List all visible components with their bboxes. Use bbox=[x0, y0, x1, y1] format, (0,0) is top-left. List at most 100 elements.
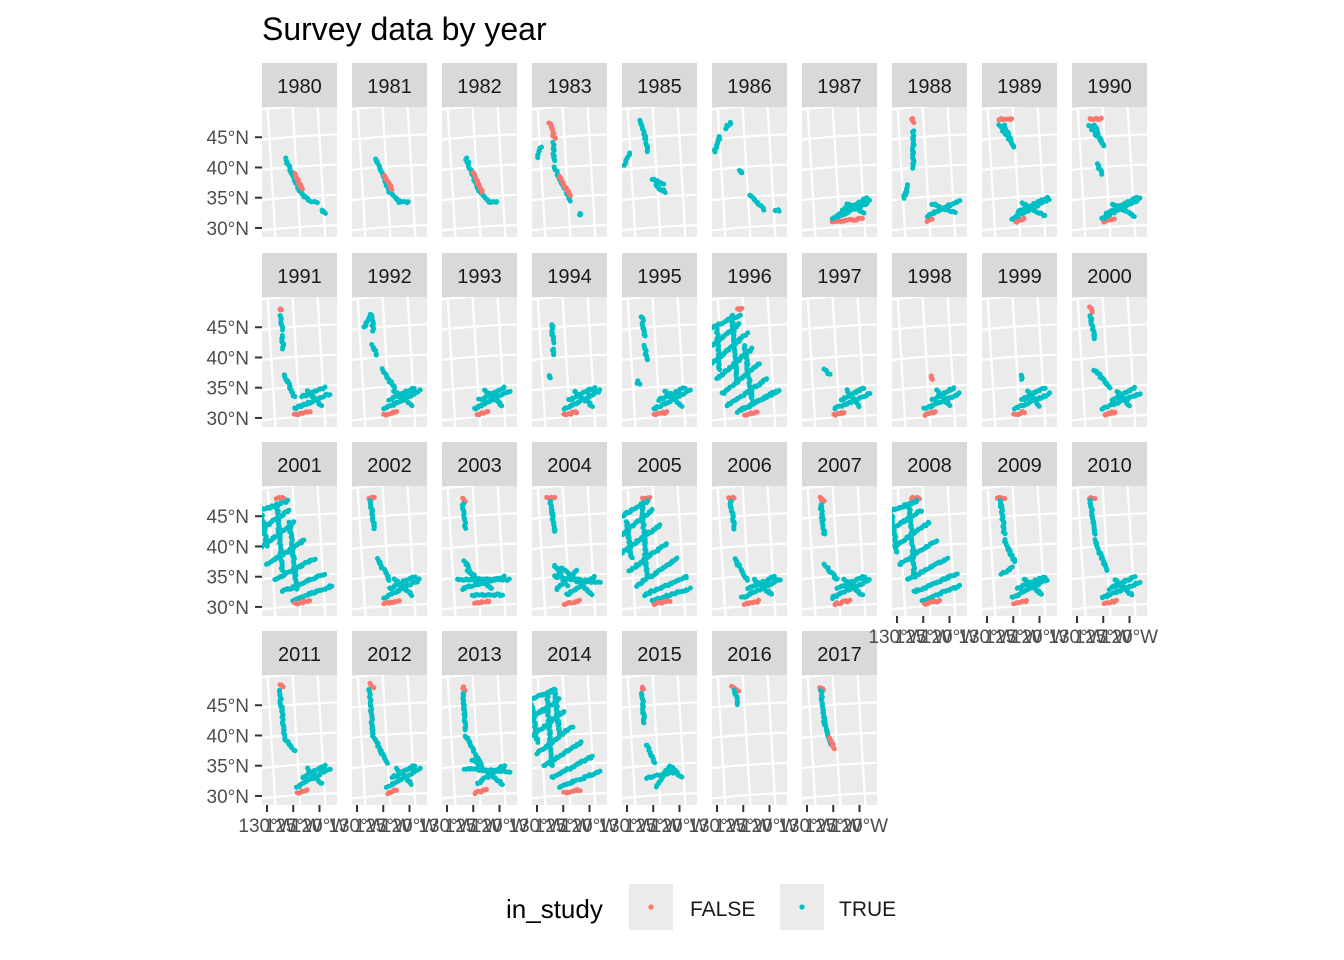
survey-point bbox=[739, 170, 745, 176]
facet-strip bbox=[262, 631, 337, 675]
survey-point bbox=[539, 144, 544, 150]
survey-point bbox=[744, 577, 750, 583]
grid-parallel bbox=[1072, 107, 1112, 111]
grid-parallel bbox=[622, 163, 697, 172]
survey-point bbox=[1099, 171, 1105, 177]
facet-strip bbox=[442, 253, 517, 297]
grid-parallel bbox=[622, 133, 697, 141]
facet-panel-2002: 2002 bbox=[352, 442, 427, 616]
grid-parallel bbox=[982, 107, 1022, 111]
survey-points bbox=[373, 156, 411, 206]
survey-point bbox=[757, 361, 762, 367]
survey-point bbox=[589, 753, 595, 759]
grid-parallel bbox=[262, 297, 302, 301]
grid-parallel bbox=[1072, 133, 1147, 141]
grid-meridian bbox=[986, 107, 997, 237]
grid-parallel bbox=[622, 413, 697, 422]
facet-panel-1987: 1987 bbox=[802, 63, 891, 247]
survey-point bbox=[322, 762, 328, 768]
survey-point bbox=[679, 404, 685, 409]
survey-point bbox=[629, 555, 635, 561]
grid-parallel bbox=[442, 383, 517, 392]
grid-parallel bbox=[712, 486, 752, 490]
grid-parallel bbox=[712, 542, 787, 551]
survey-point bbox=[285, 497, 291, 503]
survey-point bbox=[641, 720, 647, 726]
grid-parallel bbox=[1072, 353, 1147, 362]
facet-label: 1990 bbox=[1087, 76, 1132, 98]
survey-point bbox=[294, 586, 300, 592]
survey-point bbox=[717, 367, 723, 373]
facet-label: 1999 bbox=[997, 266, 1042, 288]
survey-point bbox=[749, 345, 755, 351]
grid-meridian bbox=[342, 287, 351, 437]
grid-meridian bbox=[766, 486, 777, 616]
survey-point bbox=[644, 149, 650, 155]
grid-meridian bbox=[316, 486, 327, 616]
survey-point bbox=[292, 394, 298, 400]
survey-point bbox=[1042, 385, 1048, 391]
facet-panel-2000: 2000 bbox=[1072, 253, 1147, 427]
grid-meridian bbox=[882, 97, 891, 247]
facet-strip bbox=[352, 63, 427, 107]
survey-point bbox=[657, 522, 663, 528]
survey-point bbox=[929, 216, 935, 222]
survey-point bbox=[304, 787, 310, 793]
grid-meridian bbox=[626, 297, 637, 427]
grid-parallel bbox=[712, 572, 787, 581]
survey-point bbox=[486, 598, 492, 604]
grid-parallel bbox=[532, 297, 572, 301]
facet-panel-1998: 1998 bbox=[892, 253, 967, 427]
grid-meridian bbox=[536, 297, 547, 427]
facet-strip bbox=[532, 253, 607, 297]
grid-parallel bbox=[262, 193, 337, 202]
grid-meridian bbox=[446, 107, 457, 237]
facet-panel-2016: 2016 bbox=[712, 631, 787, 805]
grid-meridian bbox=[986, 297, 997, 427]
facet-label: 2012 bbox=[367, 644, 412, 666]
survey-point bbox=[687, 387, 693, 393]
survey-point bbox=[952, 210, 958, 215]
graticule bbox=[802, 675, 877, 805]
grid-meridian bbox=[612, 476, 621, 626]
facet-label: 2006 bbox=[727, 455, 772, 477]
facet-panel-1995: 1995 bbox=[622, 253, 697, 427]
facet-label: 1983 bbox=[547, 76, 592, 98]
survey-point bbox=[556, 733, 562, 739]
survey-point bbox=[1104, 568, 1110, 573]
grid-meridian bbox=[1076, 107, 1087, 237]
facet-strip bbox=[802, 631, 877, 675]
survey-point bbox=[312, 556, 318, 562]
grid-parallel bbox=[442, 701, 517, 709]
graticule bbox=[1072, 297, 1147, 427]
survey-point bbox=[735, 379, 741, 385]
grid-meridian bbox=[316, 107, 327, 237]
grid-meridian bbox=[651, 675, 662, 805]
grid-meridian bbox=[946, 107, 957, 237]
facet-label: 1982 bbox=[457, 76, 502, 98]
facet-strip bbox=[892, 253, 967, 297]
grid-meridian bbox=[702, 665, 711, 815]
survey-point bbox=[679, 774, 685, 780]
survey-point bbox=[731, 495, 737, 501]
facet-label: 2004 bbox=[547, 455, 592, 477]
grid-meridian bbox=[316, 675, 327, 805]
facet-strip bbox=[802, 63, 877, 107]
survey-point bbox=[947, 403, 953, 409]
survey-point bbox=[484, 787, 489, 792]
survey-point bbox=[847, 597, 853, 603]
facet-strip bbox=[1072, 442, 1147, 486]
facet-strip bbox=[1072, 63, 1147, 107]
graticule bbox=[622, 665, 711, 815]
grid-parallel bbox=[712, 163, 787, 172]
facet-strip bbox=[712, 631, 787, 675]
grid-meridian bbox=[896, 107, 907, 237]
survey-point bbox=[577, 788, 583, 794]
grid-meridian bbox=[896, 297, 907, 427]
facet-label: 2003 bbox=[457, 455, 502, 477]
survey-point bbox=[937, 598, 943, 603]
survey-point bbox=[597, 387, 603, 393]
survey-point bbox=[552, 494, 558, 500]
facet-strip bbox=[982, 442, 1057, 486]
grid-parallel bbox=[262, 572, 337, 581]
